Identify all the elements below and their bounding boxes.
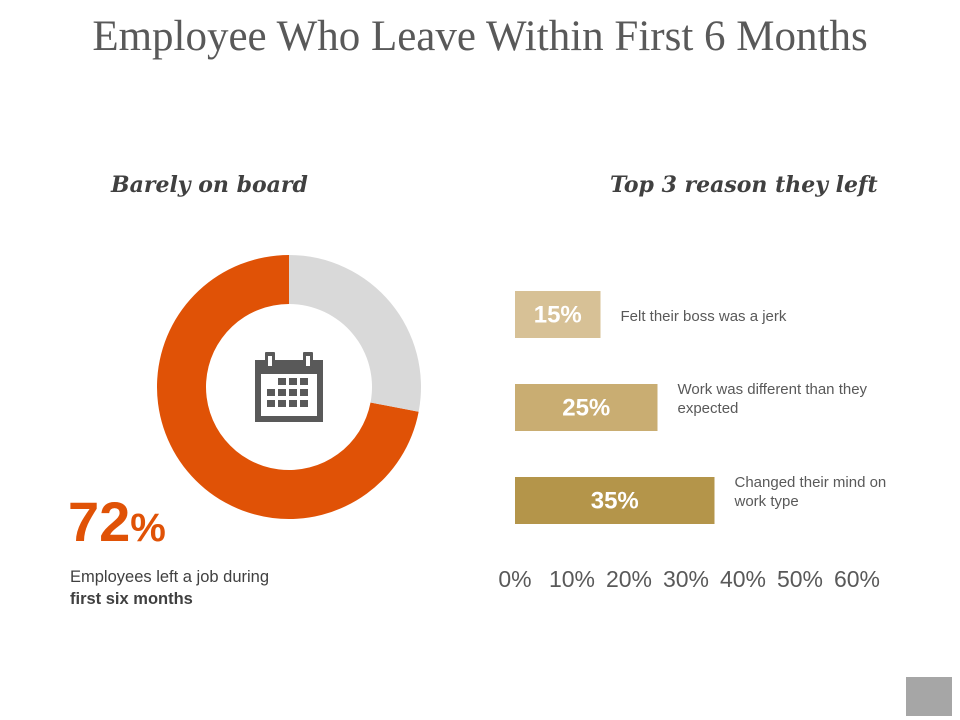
- x-tick-label: 20%: [606, 566, 652, 592]
- bar-category-label-1-line-1: Felt their boss was a jerk: [621, 308, 787, 325]
- left-section-heading: Barely on board: [111, 172, 308, 198]
- x-tick-label: 30%: [663, 566, 709, 592]
- big-percentage-value: 72: [68, 490, 131, 553]
- corner-square: [906, 677, 952, 716]
- bar-value-label-3: 35%: [591, 488, 639, 515]
- reasons-bar-chart: 15% Felt their boss was a jerk 25% Work was…: [498, 291, 887, 592]
- big-percentage-sign: %: [130, 506, 166, 550]
- bar-category-label-2-line-1: Work was different than they: [678, 381, 868, 398]
- donut-slice-left: [157, 255, 419, 519]
- caption-line-1: Employees left a job during: [70, 568, 270, 586]
- bar-category-label-3-line-1: Changed their mind on: [735, 474, 887, 491]
- bar-3: [515, 477, 715, 524]
- bar-category-label-2-line-2: expected: [678, 400, 739, 417]
- bar-2: [515, 384, 658, 431]
- donut-slice-remaining: [289, 255, 422, 412]
- calendar-icon: [255, 352, 323, 422]
- bar-value-label-1: 15%: [534, 302, 582, 329]
- x-tick-label: 50%: [777, 566, 823, 592]
- big-percentage: 72%: [68, 494, 166, 550]
- right-section-heading: Top 3 reason they left: [610, 172, 878, 198]
- bar-category-label-3-line-2: work type: [734, 493, 799, 510]
- x-tick-label: 60%: [834, 566, 880, 592]
- x-tick-label: 0%: [498, 566, 531, 592]
- donut-caption: Employees left a job during first six mo…: [70, 566, 269, 610]
- donut-chart: [157, 255, 422, 519]
- slide-title: Employee Who Leave Within First 6 Months: [92, 13, 868, 60]
- bar-1: [515, 291, 601, 338]
- caption-line-2: first six months: [70, 590, 193, 608]
- x-tick-label: 10%: [549, 566, 595, 592]
- bar-value-label-2: 25%: [562, 395, 610, 422]
- x-tick-label: 40%: [720, 566, 766, 592]
